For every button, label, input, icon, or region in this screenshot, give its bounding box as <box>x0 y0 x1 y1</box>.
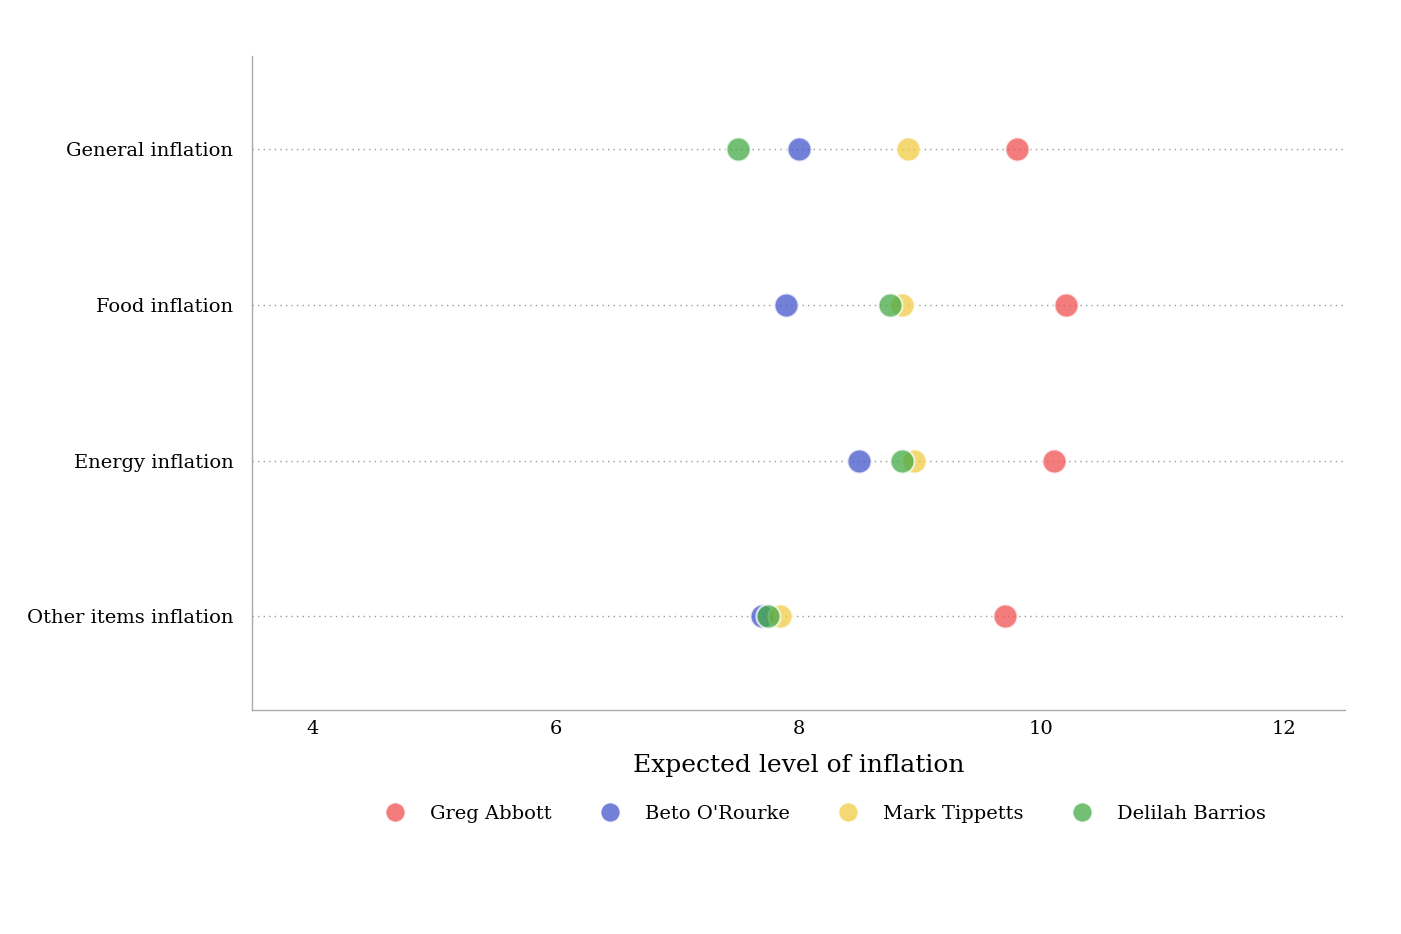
X-axis label: Expected level of inflation: Expected level of inflation <box>633 755 964 777</box>
Point <box>993 609 1016 624</box>
Point <box>769 609 792 624</box>
Point <box>787 142 810 157</box>
Point <box>1042 453 1065 468</box>
Point <box>1055 298 1077 313</box>
Point <box>897 142 919 157</box>
Point <box>902 453 925 468</box>
Point <box>727 142 750 157</box>
Point <box>775 298 797 313</box>
Point <box>891 453 913 468</box>
Point <box>757 609 779 624</box>
Point <box>751 609 773 624</box>
Point <box>848 453 870 468</box>
Legend: Greg Abbott, Beto O'Rourke, Mark Tippetts, Delilah Barrios: Greg Abbott, Beto O'Rourke, Mark Tippett… <box>367 798 1274 831</box>
Point <box>878 298 901 313</box>
Point <box>1006 142 1028 157</box>
Point <box>891 298 913 313</box>
